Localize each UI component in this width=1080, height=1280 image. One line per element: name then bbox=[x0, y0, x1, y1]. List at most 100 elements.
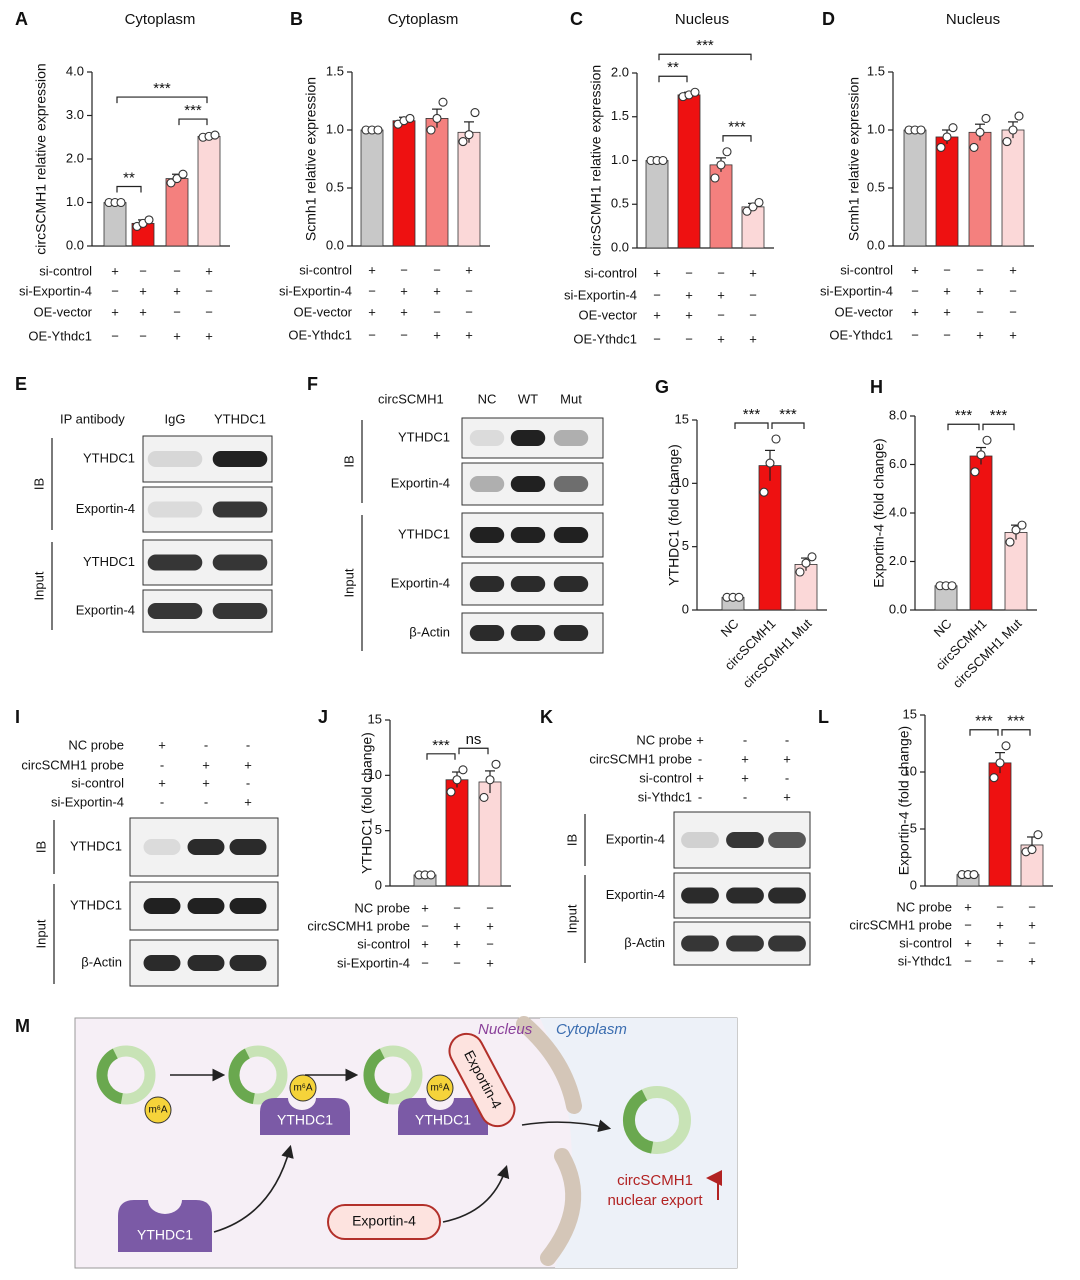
blot-band bbox=[768, 832, 806, 848]
condition-sign: − bbox=[421, 955, 429, 970]
condition-label: circSCMH1 probe bbox=[849, 917, 952, 932]
condition-sign: − bbox=[685, 331, 693, 346]
condition-sign: - bbox=[743, 732, 747, 747]
y-tick-label: 0.0 bbox=[611, 239, 629, 254]
y-axis-label: Scmh1 relative expression bbox=[846, 77, 862, 241]
bar bbox=[103, 202, 127, 247]
y-axis-label: Scmh1 relative expression bbox=[303, 77, 319, 241]
condition-sign: − bbox=[368, 327, 376, 342]
condition-label: circSCMH1 probe bbox=[589, 751, 692, 766]
data-point bbox=[1005, 537, 1015, 547]
data-point bbox=[485, 775, 495, 785]
data-point bbox=[116, 197, 126, 208]
protein-label: Exportin-4 bbox=[352, 1213, 416, 1229]
y-tick-label: 0.0 bbox=[326, 237, 344, 252]
data-point bbox=[166, 178, 176, 188]
condition-sign: − bbox=[433, 262, 441, 277]
condition-sign: − bbox=[1009, 283, 1017, 298]
y-tick-label: 8.0 bbox=[889, 407, 907, 422]
condition-sign: − bbox=[139, 328, 147, 343]
condition-label: si-control bbox=[357, 936, 410, 951]
blot-band bbox=[553, 576, 589, 592]
significance-bracket bbox=[426, 753, 456, 760]
data-point bbox=[795, 567, 805, 577]
condition-label: OE-Ythdc1 bbox=[28, 328, 92, 343]
blot-band bbox=[469, 576, 505, 592]
condition-sign: − bbox=[653, 331, 661, 346]
group-label: IB bbox=[33, 841, 48, 853]
condition-label: si-Ythdc1 bbox=[898, 953, 952, 968]
condition-sign: + bbox=[964, 899, 972, 914]
condition-sign: − bbox=[400, 262, 408, 277]
condition-sign: + bbox=[783, 789, 791, 804]
blot-band bbox=[510, 430, 546, 446]
blot-band bbox=[681, 887, 719, 904]
x-tick-label: NC bbox=[718, 616, 742, 640]
condition-sign: − bbox=[453, 900, 461, 915]
condition-sign: + bbox=[696, 770, 704, 785]
condition-sign: − bbox=[173, 263, 181, 278]
protein-label: YTHDC1 bbox=[415, 1112, 471, 1128]
row-label: Exportin-4 bbox=[391, 575, 450, 590]
y-tick-label: 1.0 bbox=[66, 194, 84, 209]
y-tick-label: 4.0 bbox=[889, 504, 907, 519]
y-tick-label: 4.0 bbox=[66, 63, 84, 78]
panel-letter: L bbox=[818, 707, 829, 727]
condition-sign: + bbox=[244, 794, 252, 809]
condition-sign: - bbox=[160, 794, 164, 809]
data-point bbox=[734, 592, 744, 602]
significance-label: *** bbox=[955, 407, 973, 424]
condition-sign: − bbox=[717, 265, 725, 280]
chart-title: Cytoplasm bbox=[125, 11, 196, 28]
condition-sign: − bbox=[465, 283, 473, 298]
data-point bbox=[722, 147, 732, 157]
compartment-label: Cytoplasm bbox=[556, 1021, 627, 1038]
condition-sign: + bbox=[202, 757, 210, 772]
data-point bbox=[426, 125, 436, 135]
data-point bbox=[995, 758, 1005, 768]
y-tick-label: 0.5 bbox=[611, 196, 629, 211]
condition-sign: + bbox=[685, 287, 693, 302]
condition-sign: − bbox=[139, 263, 147, 278]
data-point bbox=[144, 215, 154, 225]
panel-letter: K bbox=[540, 707, 553, 727]
blot-band bbox=[143, 955, 181, 971]
row-label: β-Actin bbox=[624, 935, 665, 950]
condition-sign: − bbox=[717, 307, 725, 322]
panel-letter: C bbox=[570, 9, 583, 29]
significance-label: ** bbox=[667, 59, 679, 76]
condition-sign: + bbox=[486, 955, 494, 970]
y-tick-label: 15 bbox=[675, 411, 689, 426]
significance-label: *** bbox=[432, 737, 450, 754]
condition-sign: + bbox=[1028, 917, 1036, 932]
significance-label: ns bbox=[466, 731, 482, 748]
data-point bbox=[1017, 520, 1027, 530]
bar bbox=[903, 129, 927, 247]
significance-bracket bbox=[734, 422, 769, 429]
significance-label: *** bbox=[975, 713, 993, 730]
blot-band bbox=[681, 832, 719, 848]
group-label: IB bbox=[31, 478, 46, 490]
protein-label: YTHDC1 bbox=[137, 1227, 193, 1243]
condition-sign: + bbox=[465, 262, 473, 277]
significance-label: *** bbox=[728, 119, 746, 136]
condition-sign: + bbox=[996, 935, 1004, 950]
blot-band bbox=[469, 476, 505, 492]
data-point bbox=[936, 142, 946, 152]
blot-band bbox=[187, 955, 225, 971]
significance-bracket bbox=[771, 422, 805, 429]
row-label: Exportin-4 bbox=[76, 602, 135, 617]
blot-header: IP antibody bbox=[60, 411, 125, 426]
data-point bbox=[969, 870, 979, 880]
condition-label: circSCMH1 probe bbox=[307, 918, 410, 933]
significance-bracket bbox=[947, 423, 980, 431]
condition-sign: + bbox=[964, 935, 972, 950]
condition-sign: + bbox=[465, 327, 473, 342]
blot-band bbox=[143, 839, 181, 855]
significance-bracket bbox=[658, 75, 688, 83]
data-point bbox=[426, 870, 436, 880]
significance-label: *** bbox=[153, 80, 171, 97]
data-point bbox=[989, 773, 999, 783]
ythdc1-protein bbox=[118, 1200, 212, 1252]
condition-sign: + bbox=[433, 327, 441, 342]
